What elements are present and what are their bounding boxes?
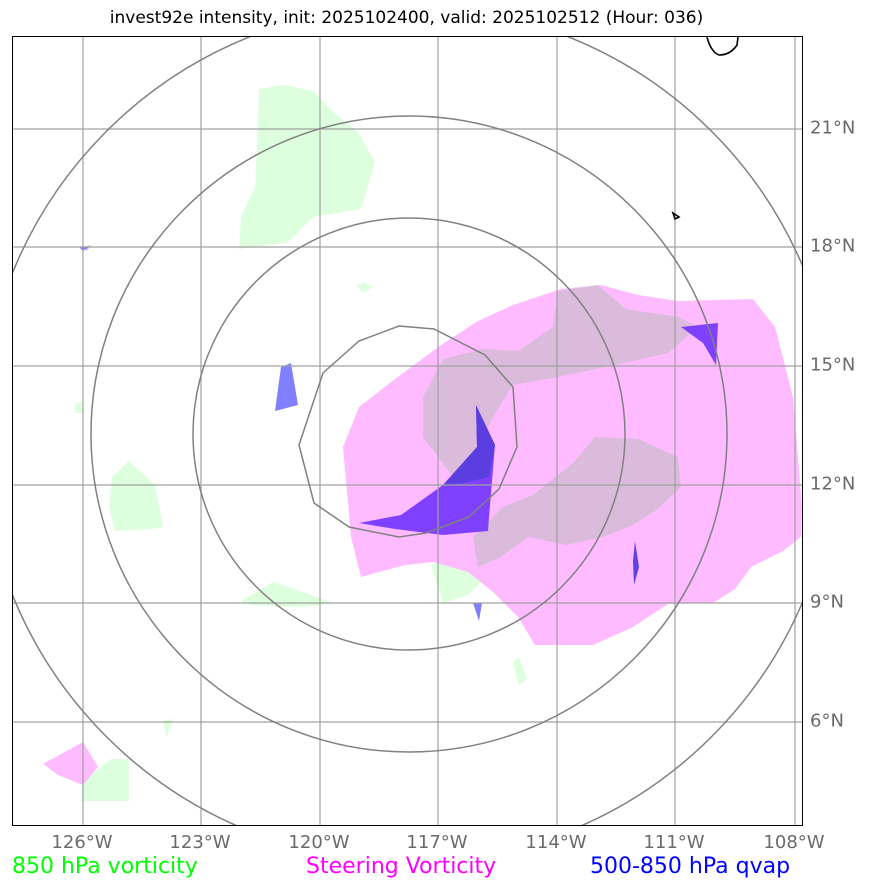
lon-label: 123°W xyxy=(169,832,231,853)
legend-qvap: 500-850 hPa qvap xyxy=(590,854,791,879)
range-ring-1 xyxy=(298,325,518,538)
map-title: invest92e intensity, init: 2025102400, v… xyxy=(109,8,704,28)
lat-label: 9°N xyxy=(810,591,844,613)
vorticity-850-contours xyxy=(75,85,527,801)
qvap-contours xyxy=(79,247,718,621)
lon-label: 117°W xyxy=(406,832,468,853)
gridlines xyxy=(13,37,802,825)
legend-steering-vorticity: Steering Vorticity xyxy=(306,854,497,879)
lat-label: 18°N xyxy=(810,235,856,257)
lon-label: 114°W xyxy=(525,832,587,853)
lon-label: 111°W xyxy=(643,832,705,853)
lat-label: 21°N xyxy=(810,117,856,139)
range-rings xyxy=(13,37,802,825)
map-canvas xyxy=(13,37,802,825)
lon-label: 120°W xyxy=(288,832,350,853)
lon-label: 108°W xyxy=(763,832,825,853)
lat-label: 12°N xyxy=(810,473,856,495)
lon-label: 126°W xyxy=(51,832,113,853)
range-ring-3 xyxy=(90,115,728,753)
legend-850-vorticity: 850 hPa vorticity xyxy=(12,854,198,879)
lat-label: 6°N xyxy=(810,710,844,732)
coastline xyxy=(671,37,739,221)
steering-vorticity-contours xyxy=(43,245,802,785)
map-panel[interactable] xyxy=(12,36,803,826)
range-ring-2 xyxy=(192,217,626,651)
lat-label: 15°N xyxy=(810,354,856,376)
